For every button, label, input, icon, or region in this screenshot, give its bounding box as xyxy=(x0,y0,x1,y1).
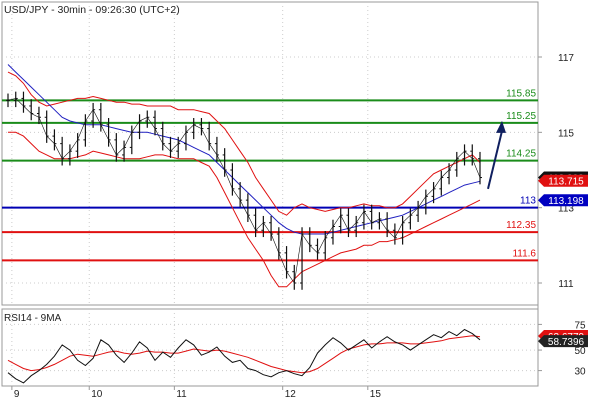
rsi-tag-label: 58.7396 xyxy=(548,337,585,348)
level-label: 114.25 xyxy=(506,149,536,160)
rsi-tag xyxy=(538,335,588,348)
price-panel-frame xyxy=(1,1,539,306)
price-tag-label: 113.198 xyxy=(548,196,584,207)
time-axis-label: 12 xyxy=(285,389,297,400)
time-axis-label: 9 xyxy=(14,389,20,400)
rsi-line xyxy=(7,328,481,384)
time-axis-label: 10 xyxy=(91,389,103,400)
price-axis-label: 113 xyxy=(558,204,574,215)
rsi-axis-label: 75 xyxy=(574,320,586,331)
price-tag-label: 113.715 xyxy=(548,177,584,188)
chart-title: USD/JPY - 30min - 09:26:30 (UTC+2) xyxy=(4,4,180,16)
price-axis-label: 115 xyxy=(558,128,574,139)
price-close-line xyxy=(7,98,481,284)
support-resistance-levels: 115.85 115.25 114.25 113 112.35 111.6 xyxy=(2,88,538,262)
price-tag xyxy=(538,174,588,187)
forecast-arrow xyxy=(487,120,506,190)
price-axis-label: 111 xyxy=(558,279,574,290)
price-axis-label: 117 xyxy=(558,53,574,64)
price-tag xyxy=(538,194,588,207)
level-label: 115.85 xyxy=(506,88,536,99)
time-axis-label: 15 xyxy=(370,389,382,400)
rsi-grid xyxy=(2,309,538,386)
rsi-panel-frame xyxy=(1,308,539,387)
rsi-lines xyxy=(7,328,481,384)
rsi-axis: 75503063.677958.7396 xyxy=(538,320,588,378)
time-axis-label: 11 xyxy=(176,389,187,400)
level-label: 115.25 xyxy=(506,111,536,122)
moving-average-line xyxy=(7,64,481,235)
bollinger-upper-line xyxy=(7,71,481,216)
level-label: 111.6 xyxy=(512,248,536,259)
level-label: 112.35 xyxy=(506,220,536,231)
level-label: 113 xyxy=(520,196,536,207)
arrow-head xyxy=(496,120,506,133)
rsi-ma-line xyxy=(7,335,481,374)
rsi-panel-label: RSI14 - 9MA xyxy=(4,313,62,324)
price-bars xyxy=(6,91,482,290)
rsi-axis-label: 30 xyxy=(574,367,586,378)
rsi-axis-label: 50 xyxy=(574,346,586,357)
arrow-shaft xyxy=(487,130,503,190)
time-axis: 9 10 11 12 15 xyxy=(11,386,382,400)
